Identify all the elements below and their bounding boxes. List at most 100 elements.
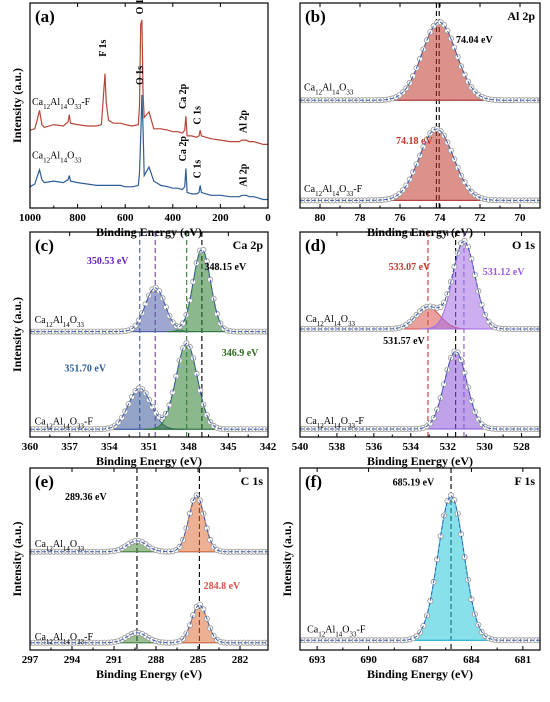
x-tick-label: 800 xyxy=(69,212,86,224)
raw-data-point xyxy=(135,317,142,324)
fit-envelope xyxy=(300,240,540,330)
sample-label-part: Al xyxy=(325,624,335,635)
fit-envelope xyxy=(30,249,268,333)
component-peak xyxy=(371,21,508,101)
survey-series-line xyxy=(30,94,268,201)
fit-envelope xyxy=(300,351,540,430)
peak-annotation: O 1s xyxy=(135,0,146,14)
sample-label-part: -F xyxy=(353,184,362,195)
sample-label-part: O xyxy=(70,416,77,427)
x-tick-label: 70 xyxy=(515,212,527,224)
sample-label: Ca12Al14O33-F xyxy=(35,632,94,646)
panel-title: Al 2p xyxy=(507,9,535,23)
y-axis-label: Intensity (a.u.) xyxy=(10,68,24,143)
x-tick-label: 360 xyxy=(22,441,39,453)
sample-label-part: Ca xyxy=(35,416,47,427)
x-tick-label: 74 xyxy=(435,212,447,224)
x-axis-label: Binding Energy (eV) xyxy=(367,667,473,681)
x-tick-label: 348 xyxy=(180,441,197,453)
axes-frame xyxy=(299,231,541,438)
raw-data-point xyxy=(461,71,468,78)
sample-label-sub: 12 xyxy=(315,190,323,198)
panel-label: (f) xyxy=(305,472,322,491)
sample-label-part: Ca xyxy=(35,539,47,550)
sample-label-part: O xyxy=(339,184,346,195)
panel-c: 360 357 354 351 348 345 342 Binding Energy (eV)… xyxy=(10,231,277,468)
sample-label-part: Ca xyxy=(32,151,44,162)
sample-label-part: O xyxy=(67,151,74,162)
x-tick-label: 345 xyxy=(220,441,237,453)
sample-label: Ca12Al14O33 xyxy=(306,314,356,328)
x-tick-label: 690 xyxy=(360,654,377,666)
x-axis-label: Binding Energy (eV) xyxy=(96,667,202,681)
sample-label-sub: 14 xyxy=(332,89,340,97)
sample-label-sub: 14 xyxy=(63,422,70,430)
y-axis-label: Intensity (a.u.) xyxy=(10,521,24,596)
x-axis-label: Binding Energy (eV) xyxy=(367,454,473,468)
sample-label-part: -F xyxy=(81,97,90,108)
sample-label: Ca12Al14O33-F xyxy=(32,97,91,111)
peak-annotation: 350.53 eV xyxy=(87,256,129,267)
panel-title: O 1s xyxy=(512,238,535,252)
sample-label-sub: 12 xyxy=(46,545,54,553)
peak-annotation: 348.15 eV xyxy=(205,262,247,273)
peak-annotation: 284.8 eV xyxy=(204,581,241,592)
sample-label-sub: 12 xyxy=(43,103,51,111)
sample-label-sub: 12 xyxy=(317,422,325,430)
peak-annotation: Ca 2p xyxy=(178,136,189,162)
sample-label-part: Al xyxy=(50,151,60,162)
sample-label: Ca12Al14O33-F xyxy=(35,416,94,430)
sample-label-part: Ca xyxy=(306,314,318,325)
x-tick-label: 78 xyxy=(355,212,367,224)
sample-label-sub: 33 xyxy=(77,638,85,646)
sample-label-part: Al xyxy=(324,416,334,427)
panel-label: (b) xyxy=(305,7,326,26)
raw-data-point xyxy=(196,387,203,394)
x-tick-label: 351 xyxy=(141,441,158,453)
x-tick-label: 72 xyxy=(475,212,487,224)
peak-annotation: 685.19 eV xyxy=(393,478,435,489)
sample-label-sub: 14 xyxy=(335,630,343,638)
sample-label-sub: 33 xyxy=(77,545,85,553)
sample-label-part: Ca xyxy=(32,97,44,108)
x-tick-label: 536 xyxy=(366,441,383,453)
sample-label-sub: 12 xyxy=(317,320,325,328)
sample-label-part: Ca xyxy=(304,83,316,94)
plot-area xyxy=(30,19,268,201)
sample-label-sub: 33 xyxy=(348,422,356,430)
sample-label-part: O xyxy=(70,632,77,643)
sample-label-part: Al xyxy=(53,632,63,643)
raw-data-point xyxy=(142,301,149,308)
sample-label-part: Ca xyxy=(306,416,318,427)
sample-label-sub: 12 xyxy=(46,321,54,329)
peak-annotation: 74.04 eV xyxy=(456,35,493,46)
sample-label-sub: 33 xyxy=(346,190,354,198)
peak-annotation: 351.70 eV xyxy=(64,364,106,375)
raw-data-point xyxy=(451,44,458,51)
sample-label-sub: 33 xyxy=(77,422,85,430)
x-tick-label: 285 xyxy=(190,654,207,666)
component-peak xyxy=(165,494,228,553)
raw-data-point xyxy=(203,525,210,532)
plot-area xyxy=(300,468,540,650)
plot-area xyxy=(30,232,268,437)
raw-data-point xyxy=(451,263,458,270)
raw-data-point xyxy=(461,179,468,186)
raw-data-point xyxy=(406,176,413,183)
x-tick-label: 0 xyxy=(265,212,271,224)
x-axis-label: Binding Energy (eV) xyxy=(96,454,202,468)
panel-label: (c) xyxy=(35,236,54,255)
component-peak xyxy=(411,350,500,430)
raw-data-point xyxy=(468,255,475,262)
sample-label-part: O xyxy=(342,624,349,635)
x-tick-label: 681 xyxy=(515,654,532,666)
raw-data-point xyxy=(193,370,200,377)
peak-annotation: Al 2p xyxy=(239,163,250,187)
sample-label-sub: 14 xyxy=(63,545,71,553)
sample-label-part: Al xyxy=(324,314,334,325)
x-tick-label: 684 xyxy=(463,654,480,666)
sample-label-sub: 33 xyxy=(346,89,354,97)
panel-title: Ca 2p xyxy=(233,238,264,252)
panel-e: 297 294 291 288 285 282 Binding Energy (eV) Int… xyxy=(10,467,269,681)
